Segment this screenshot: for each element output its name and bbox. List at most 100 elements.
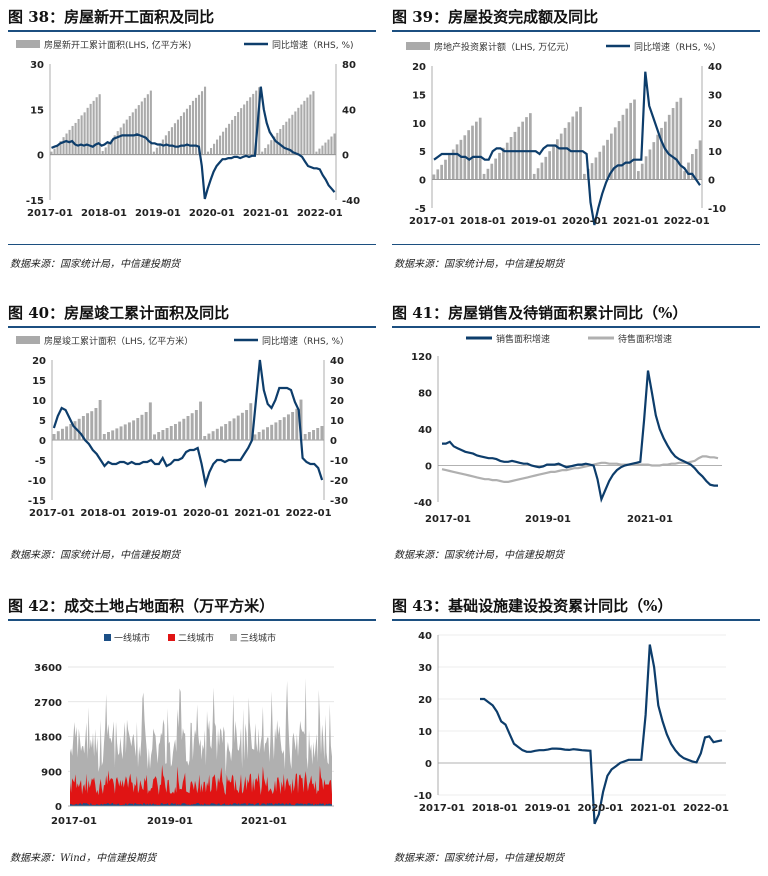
y-tick-right: -10 — [708, 204, 726, 215]
bar — [107, 432, 110, 440]
legend-swatch-bar — [16, 40, 40, 48]
y-tick-left: -5 — [35, 456, 46, 467]
chart-title-43: 图 43：基础设施建设投资累计同比（%） — [392, 597, 673, 615]
x-tick: 2017-01 — [51, 816, 97, 827]
y-tick-right: -10 — [330, 456, 348, 467]
panel-43: 图 43：基础设施建设投资累计同比（%） -10 0 10 20 30 40 2017-01… — [392, 593, 760, 869]
bar — [95, 97, 98, 155]
bar — [687, 162, 690, 180]
y-tick-right: 20 — [330, 396, 344, 407]
bar — [161, 430, 165, 440]
bar — [123, 424, 127, 440]
y-tick: 1800 — [34, 733, 62, 744]
source-rule — [8, 244, 376, 245]
bar — [629, 102, 632, 180]
bar — [77, 418, 81, 440]
bar — [122, 123, 125, 155]
title-rule — [392, 326, 760, 328]
x-tick: 2022-01 — [683, 803, 729, 814]
chart-title-41: 图 41：房屋销售及待销面积累计同比（%） — [392, 304, 688, 322]
bar — [544, 156, 548, 180]
panel-41: 图 41：房屋销售及待销面积累计同比（%） 销售面积增速 待售面积增速 -40 0 40… — [392, 300, 760, 570]
chart-title-42: 图 42：成交土地占地面积（万平方米） — [8, 597, 275, 615]
y-tick-right: 10 — [330, 416, 344, 427]
title-rule — [392, 30, 760, 32]
bar — [255, 90, 258, 155]
x-tick: 2021-01 — [241, 816, 287, 827]
bar — [194, 410, 198, 440]
y-tick: 3600 — [34, 663, 62, 674]
area-tier3 — [70, 677, 332, 806]
bar — [173, 424, 177, 440]
bar — [679, 97, 683, 180]
legend-label-tier2: 二线城市 — [178, 632, 214, 644]
chart-39: 房地产投资累计额（LHS, 万亿元） 同比增速（RHS, %） -5 0 5 10 15 20… — [406, 41, 726, 227]
bar — [170, 127, 173, 155]
source-43: 数据来源：国家统计局，中信建投期货 — [394, 853, 564, 864]
bar — [144, 412, 148, 440]
bar — [102, 434, 106, 440]
series-line — [433, 71, 701, 226]
y-tick-right: 0 — [330, 436, 337, 447]
bar — [312, 91, 315, 155]
y-tick-left: 15 — [32, 376, 46, 387]
title-rule — [8, 30, 376, 32]
bar — [92, 100, 95, 155]
bar — [294, 111, 297, 155]
bar — [134, 108, 137, 155]
bar — [125, 119, 128, 155]
x-tick: 2020-01 — [577, 803, 623, 814]
x-tick: 2021-01 — [627, 514, 673, 525]
bar — [104, 147, 107, 155]
bar — [240, 412, 244, 440]
x-tick: 2019-01 — [511, 216, 557, 227]
bar — [291, 114, 294, 155]
x-tick: 2021-01 — [243, 208, 289, 219]
bar — [266, 427, 269, 440]
bar — [98, 94, 101, 155]
bar — [694, 148, 698, 180]
chart-title-40: 图 40：房屋竣工累计面积及同比 — [8, 304, 230, 322]
bar — [691, 154, 694, 180]
legend-label-bar: 房地产投资累计额（LHS, 万亿元） — [434, 41, 574, 53]
y-tick-right: -20 — [330, 476, 348, 487]
x-tick: 2017-01 — [29, 508, 75, 519]
y-tick-right: 40 — [330, 356, 344, 367]
bar — [455, 144, 459, 180]
bar — [140, 414, 144, 440]
bar — [215, 428, 219, 440]
bar — [471, 125, 474, 180]
bar — [652, 142, 656, 180]
bar — [222, 131, 225, 155]
bar — [279, 128, 282, 155]
bar — [157, 432, 161, 440]
bar — [167, 131, 170, 155]
bar — [94, 408, 98, 440]
bar — [270, 140, 273, 155]
bar — [282, 125, 285, 155]
x-tick: 2017-01 — [27, 208, 73, 219]
bar — [261, 151, 264, 155]
bar — [115, 428, 119, 440]
bar — [478, 117, 482, 180]
chart-title-39: 图 39：房屋投资完成额及同比 — [392, 8, 599, 26]
bar — [182, 112, 186, 155]
bar — [606, 139, 609, 180]
bar — [656, 134, 659, 180]
chart-41: 销售面积增速 待售面积增速 -40 0 40 80 120 2017-01 2019-01 202… — [411, 333, 722, 525]
bar — [540, 162, 544, 180]
bar — [502, 147, 505, 180]
x-tick: 2017-01 — [425, 514, 471, 525]
bar — [321, 145, 324, 155]
bar — [165, 428, 169, 440]
y-tick-left: -5 — [415, 204, 426, 215]
bar — [169, 426, 173, 440]
bar — [65, 133, 68, 155]
y-tick-right: 30 — [708, 90, 722, 101]
bar — [475, 121, 478, 180]
y-tick-right: -40 — [342, 196, 360, 207]
bar — [307, 432, 311, 440]
series-line — [480, 644, 723, 825]
bar — [178, 421, 182, 440]
bar — [590, 163, 594, 180]
